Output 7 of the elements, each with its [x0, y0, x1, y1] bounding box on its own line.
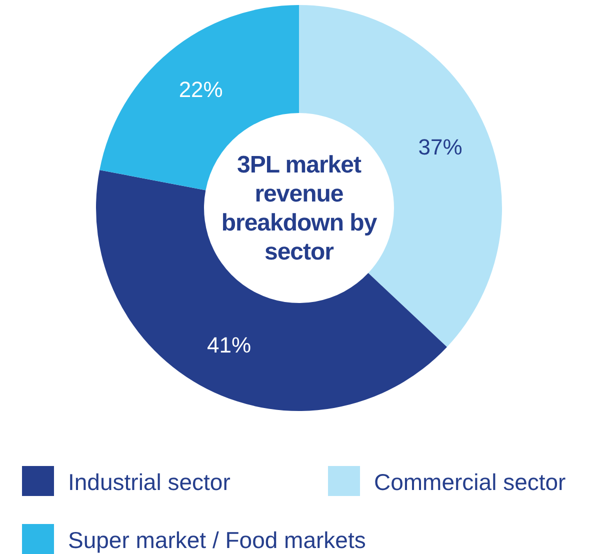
legend-label: Commercial sector	[374, 469, 566, 495]
data-label: 41%	[207, 332, 252, 358]
data-label: 22%	[178, 76, 223, 102]
legend-label: Super market / Food markets	[68, 527, 366, 553]
text: 3PL market revenue breakdown by sector	[221, 151, 378, 265]
data-label: 37%	[418, 134, 462, 160]
legend-label: Industrial sector	[68, 469, 231, 495]
